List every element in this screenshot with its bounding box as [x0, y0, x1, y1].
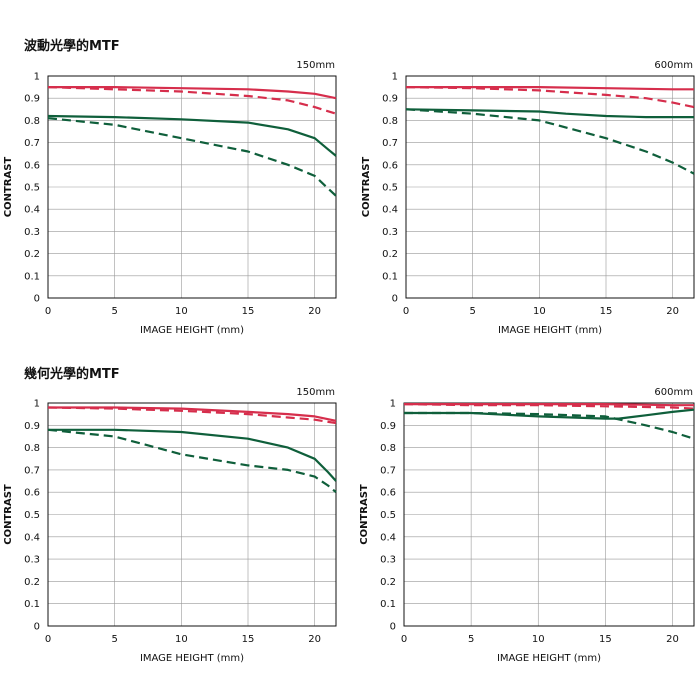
chart-2-xtick-label: 20 — [308, 634, 321, 645]
chart-1-ytick-label: 0.6 — [382, 160, 398, 171]
chart-0-series-red-solid-line — [48, 86, 337, 100]
chart-2-xtick-label: 0 — [45, 634, 51, 645]
chart-1-ytick-label: 0.7 — [382, 138, 398, 149]
chart-3-series-red-solid-line — [404, 403, 694, 407]
section-title-wave-optics: 波動光學的MTF — [24, 39, 120, 54]
chart-1-ytick-label: 0 — [392, 294, 398, 305]
chart-0-ytick-label: 0.2 — [24, 249, 40, 260]
chart-0-ytick-label: 0.6 — [24, 160, 40, 171]
chart-0-series-red-dashed-line — [47, 86, 337, 115]
chart-1-xtick-label: 5 — [469, 306, 475, 317]
chart-1-ytick-label: 0.5 — [382, 183, 398, 194]
chart-1-frame — [405, 75, 695, 299]
chart-1-ytick-label: 0.2 — [382, 249, 398, 260]
chart-3-ytick-label: 0.1 — [380, 599, 396, 610]
chart-3-ytick-label: 0.8 — [380, 443, 396, 454]
chart-3-xtick-label: 15 — [599, 634, 612, 645]
chart-3-x-axis-label: IMAGE HEIGHT (mm) — [497, 653, 601, 664]
chart-0-xtick-label: 5 — [111, 306, 117, 317]
chart-0-series-green-solid-line — [47, 114, 337, 157]
chart-2-ytick-label: 0.5 — [24, 510, 40, 521]
chart-3-xtick-label: 0 — [401, 634, 407, 645]
chart-3-y-axis-label: CONTRAST — [359, 484, 370, 545]
chart-0-focal-length-label: 150mm — [296, 60, 335, 71]
chart-3-xtick-label: 20 — [666, 634, 679, 645]
chart-0-xtick-label: 10 — [175, 306, 188, 317]
section-title-geometric-optics: 幾何光學的MTF — [24, 367, 120, 382]
chart-1-x-axis-label: IMAGE HEIGHT (mm) — [498, 325, 602, 336]
chart-1-ytick-label: 1 — [392, 72, 398, 83]
chart-0-frame — [47, 75, 337, 299]
chart-1-ytick-label: 0.4 — [382, 205, 398, 216]
chart-0-ytick-label: 0.8 — [24, 116, 40, 127]
chart-0-y-axis-label: CONTRAST — [3, 157, 14, 218]
chart-2-ytick-label: 0 — [34, 622, 40, 633]
chart-0-ytick-label: 0.3 — [24, 227, 40, 238]
chart-1-series-green-solid-line — [405, 108, 694, 119]
chart-0-ytick-label: 0.7 — [24, 138, 40, 149]
chart-3-ytick-label: 0.5 — [380, 510, 396, 521]
chart-3-ytick-label: 0.3 — [380, 555, 396, 566]
chart-0-ytick-label: 0.9 — [24, 94, 40, 105]
chart-1-ytick-label: 0.3 — [382, 227, 398, 238]
chart-1-ytick-label: 0.1 — [382, 271, 398, 282]
chart-0-ytick-label: 1 — [34, 72, 40, 83]
chart-2-series-green-solid-line — [48, 428, 337, 482]
chart-0-xtick-label: 20 — [308, 306, 321, 317]
chart-2-ytick-label: 0.3 — [24, 555, 40, 566]
chart-2-x-axis-label: IMAGE HEIGHT (mm) — [140, 653, 244, 664]
chart-1-xtick-label: 0 — [403, 306, 409, 317]
chart-0-x-axis-label: IMAGE HEIGHT (mm) — [140, 325, 244, 336]
chart-0-series-green-dashed-line — [47, 117, 337, 197]
chart-1-ytick-label: 0.9 — [382, 94, 398, 105]
chart-1-xtick-label: 10 — [533, 306, 546, 317]
chart-3-ytick-label: 0.4 — [380, 532, 396, 543]
chart-1-series-red-dashed-line — [405, 86, 695, 109]
chart-2-y-axis-label: CONTRAST — [3, 484, 14, 545]
chart-2-ytick-label: 0.7 — [24, 465, 40, 476]
chart-0-xtick-label: 15 — [242, 306, 255, 317]
chart-3-series-red-dashed-line — [403, 403, 695, 410]
chart-0-ytick-label: 0.4 — [24, 205, 40, 216]
chart-2-ytick-label: 0.8 — [24, 443, 40, 454]
chart-2-ytick-label: 0.1 — [24, 599, 40, 610]
chart-1-xtick-label: 15 — [600, 306, 613, 317]
chart-1-series-red-solid-line — [406, 86, 694, 91]
chart-2-frame — [47, 402, 337, 627]
chart-2-ytick-label: 0.4 — [24, 532, 40, 543]
chart-1-focal-length-label: 600mm — [654, 60, 693, 71]
chart-3-focal-length-label: 600mm — [654, 387, 693, 398]
chart-1-y-axis-label: CONTRAST — [361, 157, 372, 218]
chart-2-ytick-label: 1 — [34, 399, 40, 410]
chart-2-ytick-label: 0.2 — [24, 577, 40, 588]
chart-2-focal-length-label: 150mm — [296, 387, 335, 398]
chart-3-xtick-label: 5 — [468, 634, 474, 645]
chart-1-series-green-dashed-line — [405, 108, 695, 175]
chart-3-xtick-label: 10 — [532, 634, 545, 645]
chart-1-ytick-label: 0.8 — [382, 116, 398, 127]
chart-3-ytick-label: 0.2 — [380, 577, 396, 588]
chart-2-series-red-solid-line — [48, 406, 337, 422]
chart-2-ytick-label: 0.9 — [24, 421, 40, 432]
chart-3-ytick-label: 1 — [390, 399, 396, 410]
chart-2-series-green-dashed-line — [47, 428, 337, 494]
chart-2-xtick-label: 5 — [111, 634, 117, 645]
chart-0-xtick-label: 0 — [45, 306, 51, 317]
chart-0-ytick-label: 0 — [34, 294, 40, 305]
chart-2-ytick-label: 0.6 — [24, 488, 40, 499]
chart-2-series-red-dashed-line — [47, 406, 337, 425]
chart-3-ytick-label: 0.9 — [380, 421, 396, 432]
chart-3-ytick-label: 0.7 — [380, 465, 396, 476]
chart-0-ytick-label: 0.5 — [24, 183, 40, 194]
chart-2-xtick-label: 15 — [242, 634, 255, 645]
chart-1-xtick-label: 20 — [666, 306, 679, 317]
chart-3-series-green-dashed-line — [404, 411, 695, 440]
chart-2-xtick-label: 10 — [175, 634, 188, 645]
chart-0-ytick-label: 0.1 — [24, 271, 40, 282]
chart-3-ytick-label: 0 — [390, 622, 396, 633]
chart-3-ytick-label: 0.6 — [380, 488, 396, 499]
